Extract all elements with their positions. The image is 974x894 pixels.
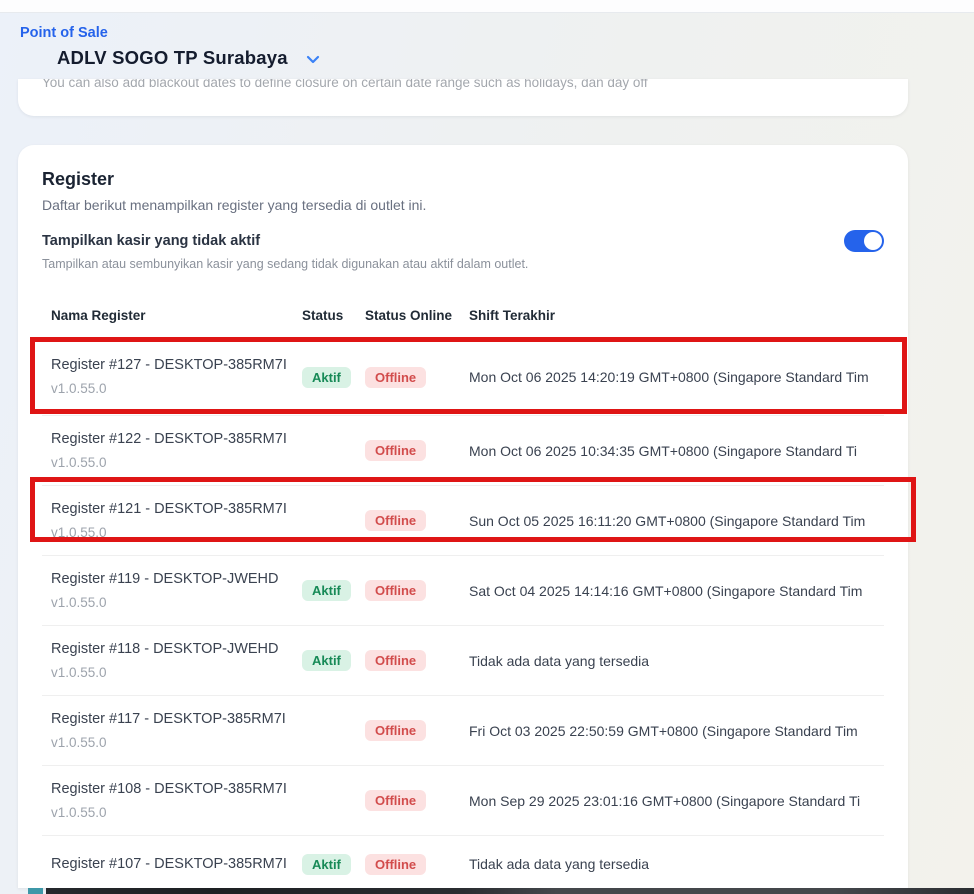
register-name: Register #122 - DESKTOP-385RM7I	[51, 430, 287, 447]
column-header-name: Nama Register	[51, 308, 146, 323]
register-name: Register #117 - DESKTOP-385RM7I	[51, 710, 286, 727]
outlet-name: ADLV SOGO TP Surabaya	[57, 47, 288, 68]
last-shift-value: Tidak ada data yang tersedia	[469, 856, 650, 872]
status-online-badge: Offline	[365, 720, 427, 741]
status-badge: Aktif	[302, 580, 351, 601]
breadcrumb[interactable]: Point of Sale	[20, 25, 108, 41]
show-inactive-toggle-description: Tampilkan atau sembunyikan kasir yang se…	[42, 257, 529, 271]
column-header-status-online: Status Online	[365, 308, 453, 323]
table-row[interactable]: Register #117 - DESKTOP-385RM7I v1.0.55.…	[42, 696, 884, 766]
register-version: v1.0.55.0	[51, 594, 107, 610]
last-shift-value: Mon Oct 06 2025 10:34:35 GMT+0800 (Singa…	[469, 442, 857, 459]
status-online-badge: Offline	[365, 853, 427, 875]
status-online-badge: Offline	[365, 510, 427, 531]
register-version: v1.0.55.0	[51, 734, 107, 750]
top-edge-bar	[0, 0, 974, 13]
status-online-badge: Offline	[365, 440, 427, 461]
status-badge: Aktif	[302, 366, 351, 388]
bottom-window-edge-accent	[28, 888, 43, 894]
register-name: Register #118 - DESKTOP-JWEHD	[51, 640, 279, 657]
blackout-dates-text: You can also add blackout dates to defin…	[42, 79, 648, 90]
status-online-badge: Offline	[365, 650, 427, 671]
register-name: Register #121 - DESKTOP-385RM7I	[51, 500, 287, 517]
register-name: Register #107 - DESKTOP-385RM7I	[51, 856, 287, 872]
column-header-last-shift: Shift Terakhir	[469, 308, 556, 323]
last-shift-value: Tidak ada data yang tersedia	[469, 652, 650, 669]
show-inactive-toggle[interactable]	[844, 230, 884, 252]
register-name: Register #127 - DESKTOP-385RM7I	[51, 357, 287, 373]
show-inactive-toggle-label: Tampilkan kasir yang tidak aktif	[42, 233, 261, 249]
toggle-knob	[864, 232, 882, 250]
register-card: Register Daftar berikut menampilkan regi…	[18, 145, 908, 888]
outlet-selector[interactable]: ADLV SOGO TP Surabaya	[57, 47, 320, 69]
status-badge: Aktif	[302, 650, 351, 671]
register-table: Nama Register Status Status Online Shift…	[42, 293, 884, 888]
register-version: v1.0.55.0	[51, 804, 107, 820]
register-version: v1.0.55.0	[51, 454, 107, 470]
show-inactive-toggle-row: Tampilkan kasir yang tidak aktif	[42, 229, 884, 253]
last-shift-value: Sun Oct 05 2025 16:11:20 GMT+0800 (Singa…	[469, 512, 866, 529]
last-shift-value: Fri Oct 03 2025 22:50:59 GMT+0800 (Singa…	[469, 722, 858, 739]
register-subtitle: Daftar berikut menampilkan register yang…	[42, 197, 427, 213]
table-row[interactable]: Register #107 - DESKTOP-385RM7I Aktif Of…	[42, 836, 884, 888]
register-version: v1.0.55.0	[51, 664, 107, 680]
column-header-status: Status	[302, 308, 344, 323]
register-title: Register	[42, 169, 115, 189]
blackout-dates-card: You can also add blackout dates to defin…	[18, 79, 908, 116]
status-online-badge: Offline	[365, 580, 427, 601]
table-row[interactable]: Register #119 - DESKTOP-JWEHD v1.0.55.0 …	[42, 556, 884, 626]
status-online-badge: Offline	[365, 366, 427, 388]
last-shift-value: Sat Oct 04 2025 14:14:16 GMT+0800 (Singa…	[469, 582, 863, 599]
register-version: v1.0.55.0	[51, 381, 107, 396]
register-version: v1.0.55.0	[51, 524, 107, 540]
table-row[interactable]: Register #108 - DESKTOP-385RM7I v1.0.55.…	[42, 766, 884, 836]
register-name: Register #108 - DESKTOP-385RM7I	[51, 780, 287, 797]
table-row[interactable]: Register #121 - DESKTOP-385RM7I v1.0.55.…	[42, 486, 884, 556]
last-shift-value: Mon Sep 29 2025 23:01:16 GMT+0800 (Singa…	[469, 792, 861, 809]
status-online-badge: Offline	[365, 790, 427, 811]
table-row[interactable]: Register #122 - DESKTOP-385RM7I v1.0.55.…	[42, 416, 884, 486]
last-shift-value: Mon Oct 06 2025 14:20:19 GMT+0800 (Singa…	[469, 369, 869, 385]
table-row[interactable]: Register #127 - DESKTOP-385RM7I v1.0.55.…	[42, 339, 884, 416]
register-name: Register #119 - DESKTOP-JWEHD	[51, 570, 279, 587]
status-badge: Aktif	[302, 853, 351, 875]
bottom-window-edge	[46, 888, 974, 894]
table-header-row: Nama Register Status Status Online Shift…	[42, 293, 884, 339]
table-row[interactable]: Register #118 - DESKTOP-JWEHD v1.0.55.0 …	[42, 626, 884, 696]
chevron-down-icon	[306, 51, 320, 69]
